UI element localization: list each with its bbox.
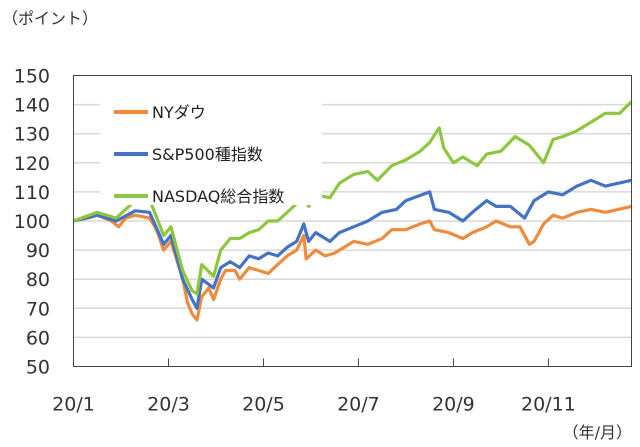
y-tick-label: 60 [26,327,50,349]
legend-label: S&P500種指数 [152,145,263,164]
x-tick-label: 20/5 [242,394,285,416]
y-tick-label: 150 [14,66,50,88]
y-tick-labels: 50 60 70 80 90 100 110 120 130 140 150 [14,66,50,379]
x-tick-label: 20/11 [521,394,576,416]
series-line-1 [73,178,632,310]
x-tick-label: 20/3 [147,394,190,416]
plot-frame [73,75,632,367]
y-tick-label: 120 [14,153,50,175]
y-tick-label: 50 [26,357,50,379]
y-tick-label: 140 [14,95,50,117]
y-axis-label: （ポイント） [2,9,98,28]
series-line-2 [72,100,633,296]
series-lines [72,100,633,322]
legend-label: NASDAQ総合指数 [152,187,284,206]
y-tick-label: 130 [14,124,50,146]
x-tick-label: 20/9 [432,394,475,416]
y-tick-label: 80 [26,269,50,291]
x-tick-labels: 20/1 20/3 20/5 20/7 20/9 20/11 [52,358,576,416]
y-tick-label: 90 [26,240,50,262]
y-tick-label: 70 [26,298,50,320]
legend-label: NYダウ [152,103,206,122]
x-tick-label: 20/1 [52,394,95,416]
series-line-0 [73,204,632,322]
y-tick-label: 110 [14,182,50,204]
x-axis-label: （年/月） [563,423,632,442]
legend: NYダウ S&P500種指数 NASDAQ総合指数 [114,103,284,206]
x-tick-label: 20/7 [337,394,380,416]
y-tick-label: 100 [14,211,50,233]
